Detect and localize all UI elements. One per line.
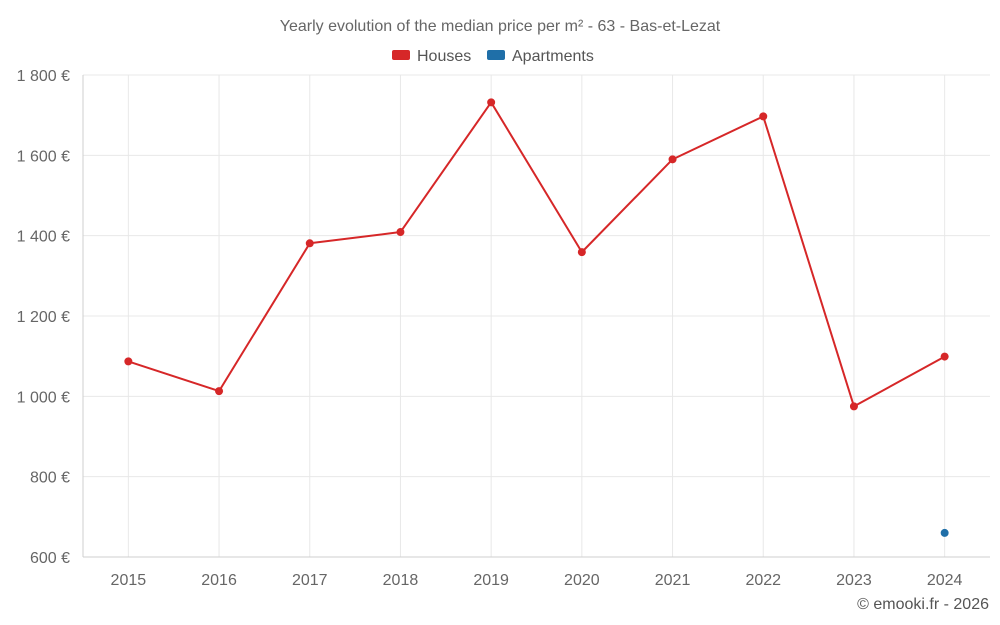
- y-axis-labels: 600 € 800 € 1 000 € 1 200 € 1 400 € 1 600 € 1 …: [17, 68, 70, 567]
- legend-item-houses[interactable]: Houses: [392, 48, 471, 65]
- x-tick-label: 2015: [111, 572, 147, 589]
- data-point-apartments-2024[interactable]: [940, 528, 949, 537]
- legend: Houses Apartments: [392, 48, 594, 65]
- y-tick-label: 1 600 €: [17, 148, 70, 165]
- y-tick-label: 600 €: [30, 550, 70, 567]
- y-tick-label: 1 000 €: [17, 389, 70, 406]
- y-tick-label: 1 200 €: [17, 309, 70, 326]
- y-tick-label: 800 €: [30, 470, 70, 487]
- legend-item-apartments[interactable]: Apartments: [487, 48, 594, 65]
- x-tick-label: 2019: [473, 572, 509, 589]
- grid: [83, 74, 990, 557]
- y-tick-label: 1 400 €: [17, 229, 70, 246]
- data-point-houses-2020[interactable]: [577, 248, 586, 257]
- x-tick-label: 2020: [564, 572, 600, 589]
- x-tick-label: 2016: [201, 572, 237, 589]
- data-point-houses-2021[interactable]: [668, 155, 677, 164]
- data-point-houses-2022[interactable]: [759, 112, 768, 121]
- data-point-houses-2024[interactable]: [940, 352, 949, 361]
- series-line-houses: [128, 101, 946, 408]
- legend-swatch-houses: [392, 50, 410, 60]
- data-point-houses-2017[interactable]: [305, 239, 314, 248]
- data-point-houses-2023[interactable]: [849, 402, 858, 411]
- x-axis-labels: 2015 2016 2017 2018 2019 2020 2021 2022 2023 2024: [111, 572, 963, 589]
- legend-label-apartments: Apartments: [512, 48, 594, 65]
- data-point-houses-2015[interactable]: [124, 357, 133, 366]
- credit-text: © emooki.fr - 2026: [857, 596, 989, 613]
- x-tick-label: 2021: [655, 572, 691, 589]
- x-tick-label: 2024: [927, 572, 963, 589]
- series: [124, 98, 949, 537]
- legend-label-houses: Houses: [417, 48, 471, 65]
- data-point-houses-2016[interactable]: [215, 387, 224, 396]
- x-tick-label: 2023: [836, 572, 872, 589]
- x-tick-label: 2018: [383, 572, 419, 589]
- chart-title: Yearly evolution of the median price per…: [280, 18, 721, 35]
- x-tick-label: 2022: [745, 572, 781, 589]
- data-point-houses-2018[interactable]: [396, 228, 405, 237]
- x-tick-label: 2017: [292, 572, 328, 589]
- legend-swatch-apartments: [487, 50, 505, 60]
- data-point-houses-2019[interactable]: [487, 98, 496, 107]
- y-tick-label: 1 800 €: [17, 68, 70, 85]
- axes: [82, 75, 990, 558]
